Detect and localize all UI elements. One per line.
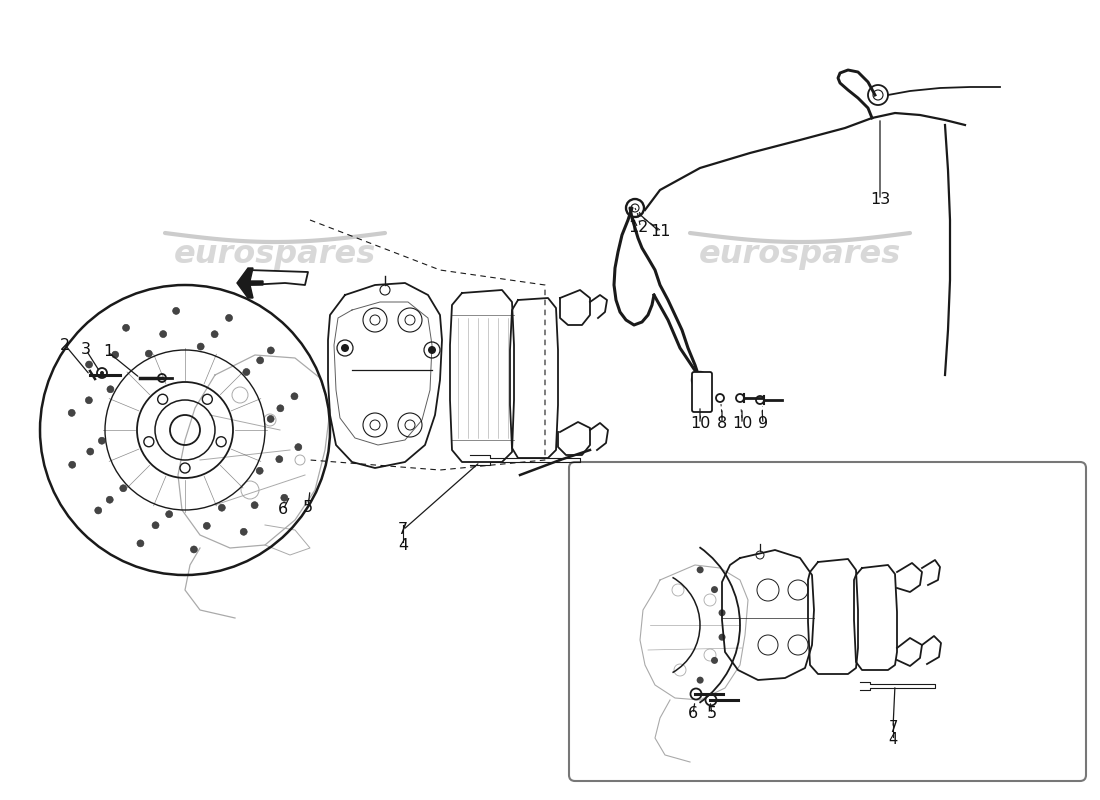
Circle shape [696, 566, 704, 574]
Text: 6: 6 [278, 502, 288, 518]
Circle shape [86, 361, 92, 368]
Text: 10: 10 [732, 417, 752, 431]
Circle shape [107, 496, 113, 503]
Text: 5: 5 [707, 706, 717, 722]
Text: 8: 8 [717, 417, 727, 431]
Circle shape [160, 330, 167, 338]
Circle shape [292, 393, 298, 400]
Circle shape [251, 502, 258, 509]
Circle shape [276, 456, 283, 462]
Circle shape [718, 610, 726, 616]
Circle shape [711, 657, 718, 664]
Circle shape [112, 351, 119, 358]
Circle shape [98, 438, 106, 444]
Text: 4: 4 [398, 538, 408, 553]
Text: 6: 6 [688, 706, 698, 722]
Circle shape [243, 369, 250, 375]
Circle shape [267, 347, 274, 354]
Circle shape [122, 324, 130, 331]
Text: eurospares: eurospares [698, 565, 901, 595]
FancyBboxPatch shape [569, 462, 1086, 781]
Circle shape [256, 467, 263, 474]
Circle shape [718, 634, 726, 641]
Polygon shape [248, 270, 308, 285]
Text: 10: 10 [690, 417, 711, 431]
Text: 4: 4 [889, 733, 898, 747]
Circle shape [166, 510, 173, 518]
Text: 11: 11 [650, 225, 670, 239]
Circle shape [86, 397, 92, 404]
Circle shape [280, 494, 288, 502]
Circle shape [107, 386, 114, 393]
Circle shape [100, 371, 104, 375]
Text: 5: 5 [302, 501, 313, 515]
Circle shape [87, 448, 94, 455]
Circle shape [428, 346, 436, 354]
Circle shape [68, 410, 75, 416]
FancyBboxPatch shape [692, 372, 712, 412]
Circle shape [190, 546, 197, 553]
Circle shape [226, 314, 232, 322]
Circle shape [197, 343, 205, 350]
Circle shape [95, 507, 101, 514]
Text: 7: 7 [889, 721, 898, 735]
Circle shape [218, 504, 226, 511]
Circle shape [341, 344, 349, 352]
Circle shape [295, 444, 301, 450]
Circle shape [204, 522, 210, 530]
Circle shape [711, 586, 718, 593]
Text: 13: 13 [870, 193, 890, 207]
Circle shape [145, 350, 152, 357]
Circle shape [173, 307, 179, 314]
Text: 9: 9 [758, 417, 768, 431]
Circle shape [256, 357, 264, 364]
Circle shape [136, 540, 144, 547]
Text: eurospares: eurospares [174, 239, 376, 270]
Circle shape [120, 485, 127, 492]
Text: eurospares: eurospares [698, 239, 901, 270]
Circle shape [267, 415, 274, 422]
Circle shape [277, 405, 284, 412]
Text: 2: 2 [59, 338, 70, 353]
Circle shape [696, 677, 704, 684]
Circle shape [240, 528, 248, 535]
Text: 1: 1 [103, 345, 113, 359]
Circle shape [68, 462, 76, 468]
Text: 3: 3 [81, 342, 91, 358]
Polygon shape [236, 268, 263, 298]
Circle shape [152, 522, 160, 529]
Text: 12: 12 [628, 221, 648, 235]
Circle shape [211, 330, 218, 338]
Text: 7: 7 [398, 522, 408, 538]
